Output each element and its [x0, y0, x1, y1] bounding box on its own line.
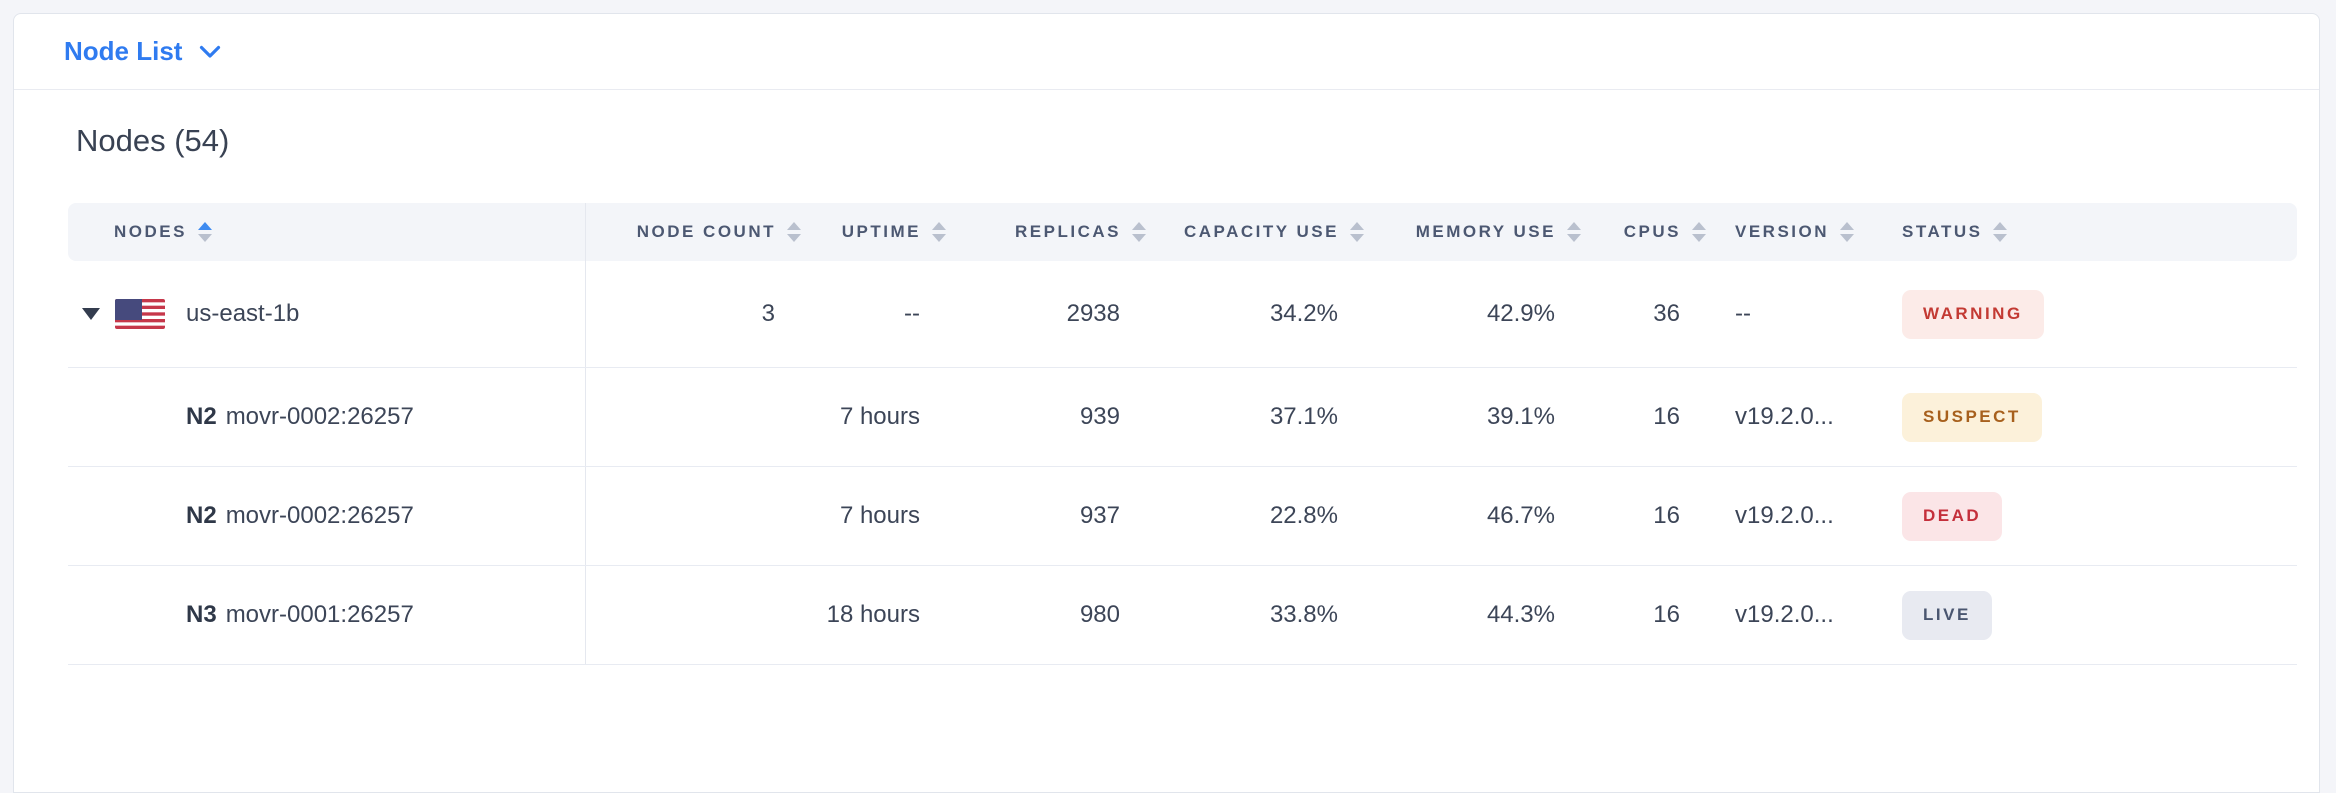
cell-capacity-use: 37.1%	[1269, 403, 1338, 430]
node-list-card: Node List Nodes (54) NODES NODE COUNT UP…	[13, 13, 2320, 793]
cell-node-count	[586, 467, 801, 565]
column-header-capacity-use[interactable]: CAPACITY USE	[1146, 203, 1364, 261]
card-header: Node List	[14, 14, 2319, 90]
cell-version: --	[1735, 300, 1751, 327]
sort-arrows-icon	[1350, 222, 1364, 242]
us-flag-icon	[115, 299, 165, 329]
cell-node-count	[586, 368, 801, 466]
table-header-row: NODES NODE COUNT UPTIME REPLICAS CAPACIT…	[68, 203, 2297, 261]
sort-arrows-icon	[197, 222, 212, 242]
caret-down-icon[interactable]	[82, 308, 100, 320]
status-badge: SUSPECT	[1902, 392, 2042, 442]
node-id: N2	[186, 403, 217, 430]
cell-node-count	[586, 566, 801, 664]
column-label: UPTIME	[841, 222, 921, 241]
cell-cpus: 16	[1653, 601, 1680, 628]
cell-replicas: 980	[1079, 601, 1120, 628]
column-label: CAPACITY USE	[1183, 222, 1339, 241]
node-cell: N2 movr-0002:26257	[68, 368, 586, 466]
chevron-down-icon	[199, 45, 221, 59]
node-id: N3	[186, 601, 217, 628]
column-label: NODES	[114, 222, 187, 241]
node-cell: N3 movr-0001:26257	[68, 566, 586, 664]
node-address: movr-0002:26257	[225, 403, 414, 430]
cell-uptime: --	[904, 300, 920, 327]
cell-cpus: 36	[1653, 300, 1680, 327]
node-address: movr-0001:26257	[225, 601, 414, 628]
table-row-node[interactable]: N3 movr-0001:26257 18 hours 980 33.8% 44…	[68, 566, 2297, 665]
cell-memory-use: 39.1%	[1486, 403, 1555, 430]
node-list-dropdown[interactable]: Node List	[64, 36, 221, 67]
sort-arrows-icon	[1567, 222, 1581, 242]
column-header-replicas[interactable]: REPLICAS	[946, 203, 1146, 261]
cell-capacity-use: 22.8%	[1269, 502, 1338, 529]
status-badge: LIVE	[1902, 590, 1992, 640]
cell-version: v19.2.0...	[1735, 601, 1834, 628]
page-title: Nodes (54)	[76, 123, 230, 158]
column-header-version[interactable]: VERSION	[1706, 203, 1876, 261]
cell-cpus: 16	[1653, 403, 1680, 430]
status-badge: DEAD	[1902, 491, 2003, 541]
sort-arrows-icon	[1132, 222, 1146, 242]
sort-arrows-icon	[1692, 222, 1706, 242]
cell-capacity-use: 33.8%	[1269, 601, 1338, 628]
cell-status: DEAD	[1876, 467, 2297, 565]
cell-node-count: 3	[761, 300, 775, 327]
column-header-memory-use[interactable]: MEMORY USE	[1364, 203, 1581, 261]
sort-arrows-icon	[787, 222, 801, 242]
column-header-uptime[interactable]: UPTIME	[801, 203, 946, 261]
status-badge: WARNING	[1902, 289, 2044, 339]
region-name: us-east-1b	[186, 300, 300, 327]
node-id: N2	[186, 502, 217, 529]
column-header-node-count[interactable]: NODE COUNT	[586, 203, 801, 261]
cell-replicas: 937	[1079, 502, 1120, 529]
card-body: Nodes (54) NODES NODE COUNT UPTIME REPLI…	[14, 124, 2319, 665]
sort-arrows-icon	[1993, 222, 2008, 242]
cell-memory-use: 42.9%	[1486, 300, 1555, 327]
cell-version: v19.2.0...	[1735, 502, 1834, 529]
cell-replicas: 2938	[1066, 300, 1120, 327]
table-row-region[interactable]: us-east-1b 3 -- 2938 34.2% 42.9% 36 -- W…	[68, 261, 2297, 368]
cell-memory-use: 46.7%	[1486, 502, 1555, 529]
node-address: movr-0002:26257	[225, 502, 414, 529]
cell-replicas: 939	[1079, 403, 1120, 430]
cell-status: LIVE	[1876, 566, 2297, 664]
cell-uptime: 7 hours	[839, 502, 920, 529]
sort-arrows-icon	[1840, 222, 1855, 242]
column-label: VERSION	[1735, 222, 1830, 241]
nodes-table: NODES NODE COUNT UPTIME REPLICAS CAPACIT…	[68, 203, 2297, 665]
cell-version: v19.2.0...	[1735, 403, 1834, 430]
region-cell: us-east-1b	[68, 261, 586, 367]
column-label: REPLICAS	[1015, 222, 1121, 241]
cell-memory-use: 44.3%	[1486, 601, 1555, 628]
column-label: CPUS	[1623, 222, 1681, 241]
cell-uptime: 18 hours	[826, 601, 920, 628]
cell-status: SUSPECT	[1876, 368, 2297, 466]
cell-cpus: 16	[1653, 502, 1680, 529]
column-label: NODE COUNT	[636, 222, 776, 241]
cell-status: WARNING	[1876, 261, 2297, 367]
node-cell: N2 movr-0002:26257	[68, 467, 586, 565]
column-label: MEMORY USE	[1415, 222, 1556, 241]
column-label: STATUS	[1902, 222, 1983, 241]
node-list-dropdown-label: Node List	[64, 36, 183, 66]
table-row-node[interactable]: N2 movr-0002:26257 7 hours 939 37.1% 39.…	[68, 368, 2297, 467]
column-header-status[interactable]: STATUS	[1876, 203, 2297, 261]
column-header-nodes[interactable]: NODES	[68, 203, 586, 261]
sort-arrows-icon	[932, 222, 946, 242]
table-row-node[interactable]: N2 movr-0002:26257 7 hours 937 22.8% 46.…	[68, 467, 2297, 566]
cell-uptime: 7 hours	[839, 403, 920, 430]
cell-capacity-use: 34.2%	[1269, 300, 1338, 327]
column-header-cpus[interactable]: CPUS	[1581, 203, 1706, 261]
